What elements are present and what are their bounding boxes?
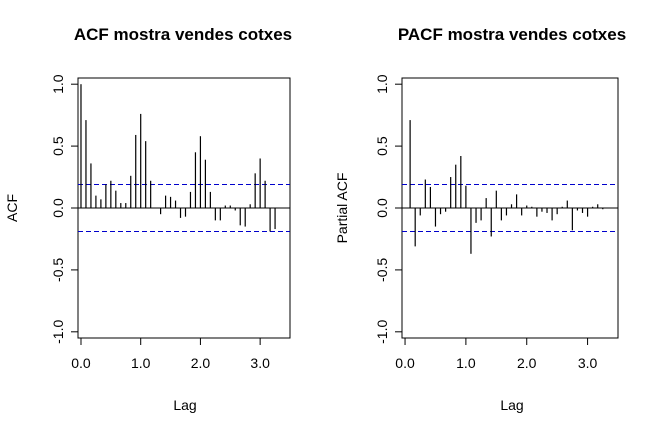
acf-x-tick-label: 2.0: [191, 355, 211, 371]
pacf-y-axis-label: Partial ACF: [334, 173, 350, 244]
acf-x-axis-label: Lag: [173, 397, 196, 413]
acf-panel: ACF mostra vendes cotxes Lag ACF 0.0 1.0 2…: [4, 25, 292, 413]
acf-y-tick-label: 0.5: [50, 136, 66, 156]
pacf-x-axis-label: Lag: [500, 397, 523, 413]
pacf-x-tick-label: 1.0: [456, 355, 476, 371]
acf-x-tick-label: 3.0: [250, 355, 270, 371]
acf-y-tick-label: -0.5: [50, 258, 66, 282]
pacf-y-tick-label: 1.0: [374, 74, 390, 94]
pacf-x-tick-label: 2.0: [517, 355, 537, 371]
pacf-x-tick-label: 3.0: [578, 355, 598, 371]
pacf-y-tick-label: 0.0: [374, 198, 390, 218]
pacf-y-tick-label: 0.5: [374, 136, 390, 156]
acf-y-tick-label: 1.0: [50, 74, 66, 94]
pacf-y-tick-label: -0.5: [374, 258, 390, 282]
acf-y-axis-label: ACF: [4, 194, 20, 222]
pacf-panel: PACF mostra vendes cotxes Lag Partial AC…: [334, 25, 626, 413]
acf-x-tick-label: 1.0: [131, 355, 151, 371]
acf-title: ACF mostra vendes cotxes: [74, 25, 292, 44]
pacf-x-tick-label: 0.0: [395, 355, 415, 371]
pacf-y-tick-label: -1.0: [374, 320, 390, 344]
acf-y-tick-label: -1.0: [50, 320, 66, 344]
pacf-title: PACF mostra vendes cotxes: [398, 25, 626, 44]
acf-y-tick-label: 0.0: [50, 198, 66, 218]
acf-x-tick-label: 0.0: [71, 355, 91, 371]
